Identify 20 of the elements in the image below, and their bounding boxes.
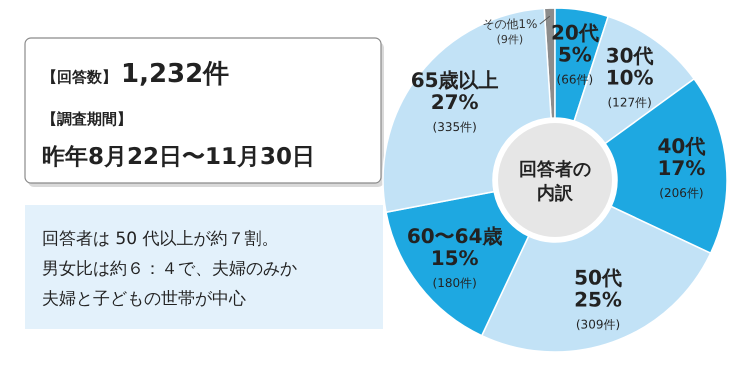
- slice-label: 30代: [606, 43, 654, 68]
- slice-label: 40代: [658, 134, 706, 158]
- data-label: 15% (180件): [430, 246, 479, 290]
- text: 【調査期間】: [42, 110, 132, 128]
- text: 【回答数】: [42, 68, 117, 86]
- text: 回答者の: [519, 159, 591, 180]
- text: 昨年8月22日〜11月30日: [42, 144, 316, 170]
- slice-label: 65歳以上: [410, 68, 499, 92]
- text: 夫婦と子どもの世帯が中心: [42, 289, 246, 309]
- data-label: 17% (206件): [658, 156, 706, 200]
- slice-label: 60〜64歳: [406, 224, 502, 248]
- text: 回答者は 50 代以上が約７割。: [42, 229, 278, 249]
- data-label: 25% (309件): [574, 287, 622, 332]
- text: 1,232件: [121, 59, 230, 89]
- data-label: 10% (127件): [606, 65, 654, 110]
- data-label: 27% (335件): [430, 90, 479, 134]
- slice-label: 50代: [574, 265, 622, 290]
- text: 内訳: [537, 183, 574, 204]
- slice-label: その他: [482, 17, 518, 32]
- text: 男女比は約６：４で、夫婦のみか: [42, 259, 297, 279]
